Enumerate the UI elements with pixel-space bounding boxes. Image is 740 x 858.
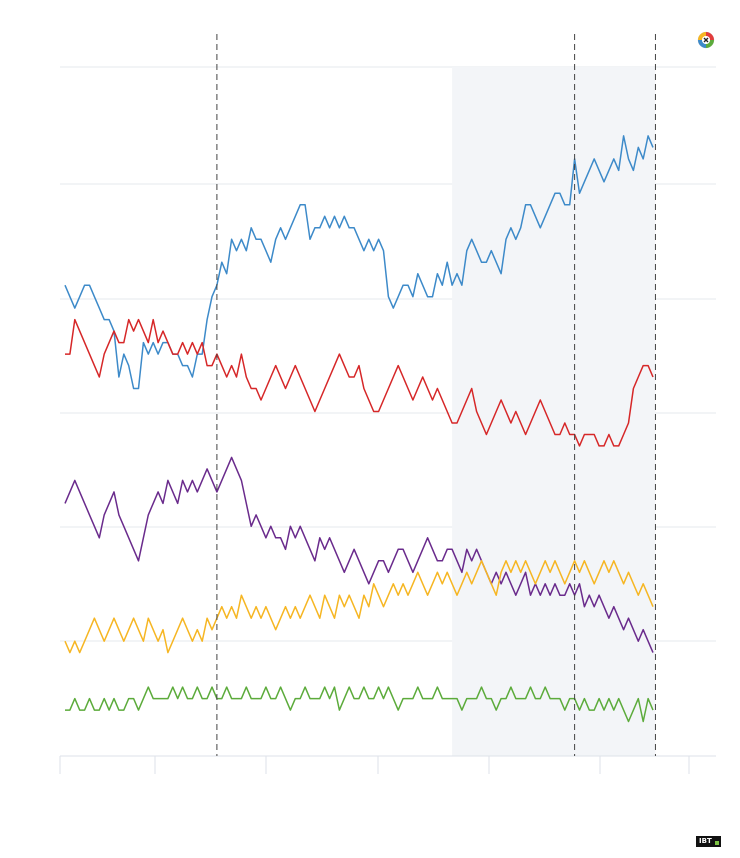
pollster-logo-icon [697, 31, 715, 49]
series-line-purple [64, 456, 654, 653]
x-axis [59, 755, 716, 774]
series-group [64, 135, 654, 723]
event-markers [216, 34, 656, 756]
series-line-blue [64, 135, 654, 390]
ibt-logo: IBT [696, 836, 721, 847]
series-line-yellow [64, 560, 654, 654]
series-line-red [65, 318, 654, 447]
ibt-logo-text: IBT [699, 837, 712, 845]
series-line-green [65, 686, 654, 723]
shaded-period [452, 67, 656, 756]
